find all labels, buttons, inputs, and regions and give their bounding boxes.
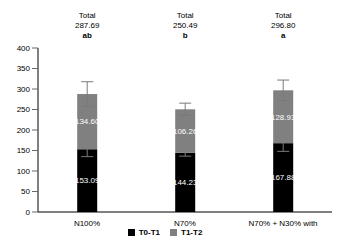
svg-text:250: 250 bbox=[17, 105, 31, 114]
svg-text:Total: Total bbox=[275, 11, 292, 20]
svg-text:287.69: 287.69 bbox=[75, 21, 100, 30]
svg-text:153.09: 153.09 bbox=[75, 176, 100, 185]
svg-text:200: 200 bbox=[17, 126, 31, 135]
svg-text:b: b bbox=[183, 31, 188, 40]
svg-text:100: 100 bbox=[17, 167, 31, 176]
svg-text:250.49: 250.49 bbox=[173, 21, 198, 30]
svg-text:128.93: 128.93 bbox=[271, 113, 296, 122]
svg-text:167.88: 167.88 bbox=[271, 173, 296, 182]
svg-text:Total: Total bbox=[177, 11, 194, 20]
svg-text:N70% + N30% with: N70% + N30% with bbox=[248, 219, 317, 228]
svg-text:N100%: N100% bbox=[74, 219, 100, 228]
svg-text:Total: Total bbox=[79, 11, 96, 20]
svg-text:106.26: 106.26 bbox=[173, 127, 198, 136]
svg-text:50: 50 bbox=[21, 187, 30, 196]
svg-text:a: a bbox=[281, 31, 286, 40]
svg-text:N70%: N70% bbox=[174, 219, 196, 228]
svg-text:300: 300 bbox=[17, 85, 31, 94]
svg-text:144.23: 144.23 bbox=[173, 178, 198, 187]
svg-text:150: 150 bbox=[17, 146, 31, 155]
html-text:T1-T2: T1-T2 bbox=[181, 228, 203, 237]
svg-text:134.60: 134.60 bbox=[75, 117, 100, 126]
svg-text:400: 400 bbox=[17, 44, 31, 53]
svg-text:ab: ab bbox=[83, 31, 92, 40]
svg-text:350: 350 bbox=[17, 64, 31, 73]
svg-text:0: 0 bbox=[26, 208, 31, 217]
svg-text:296.80: 296.80 bbox=[271, 21, 296, 30]
html-text:T0-T1: T0-T1 bbox=[138, 228, 160, 237]
